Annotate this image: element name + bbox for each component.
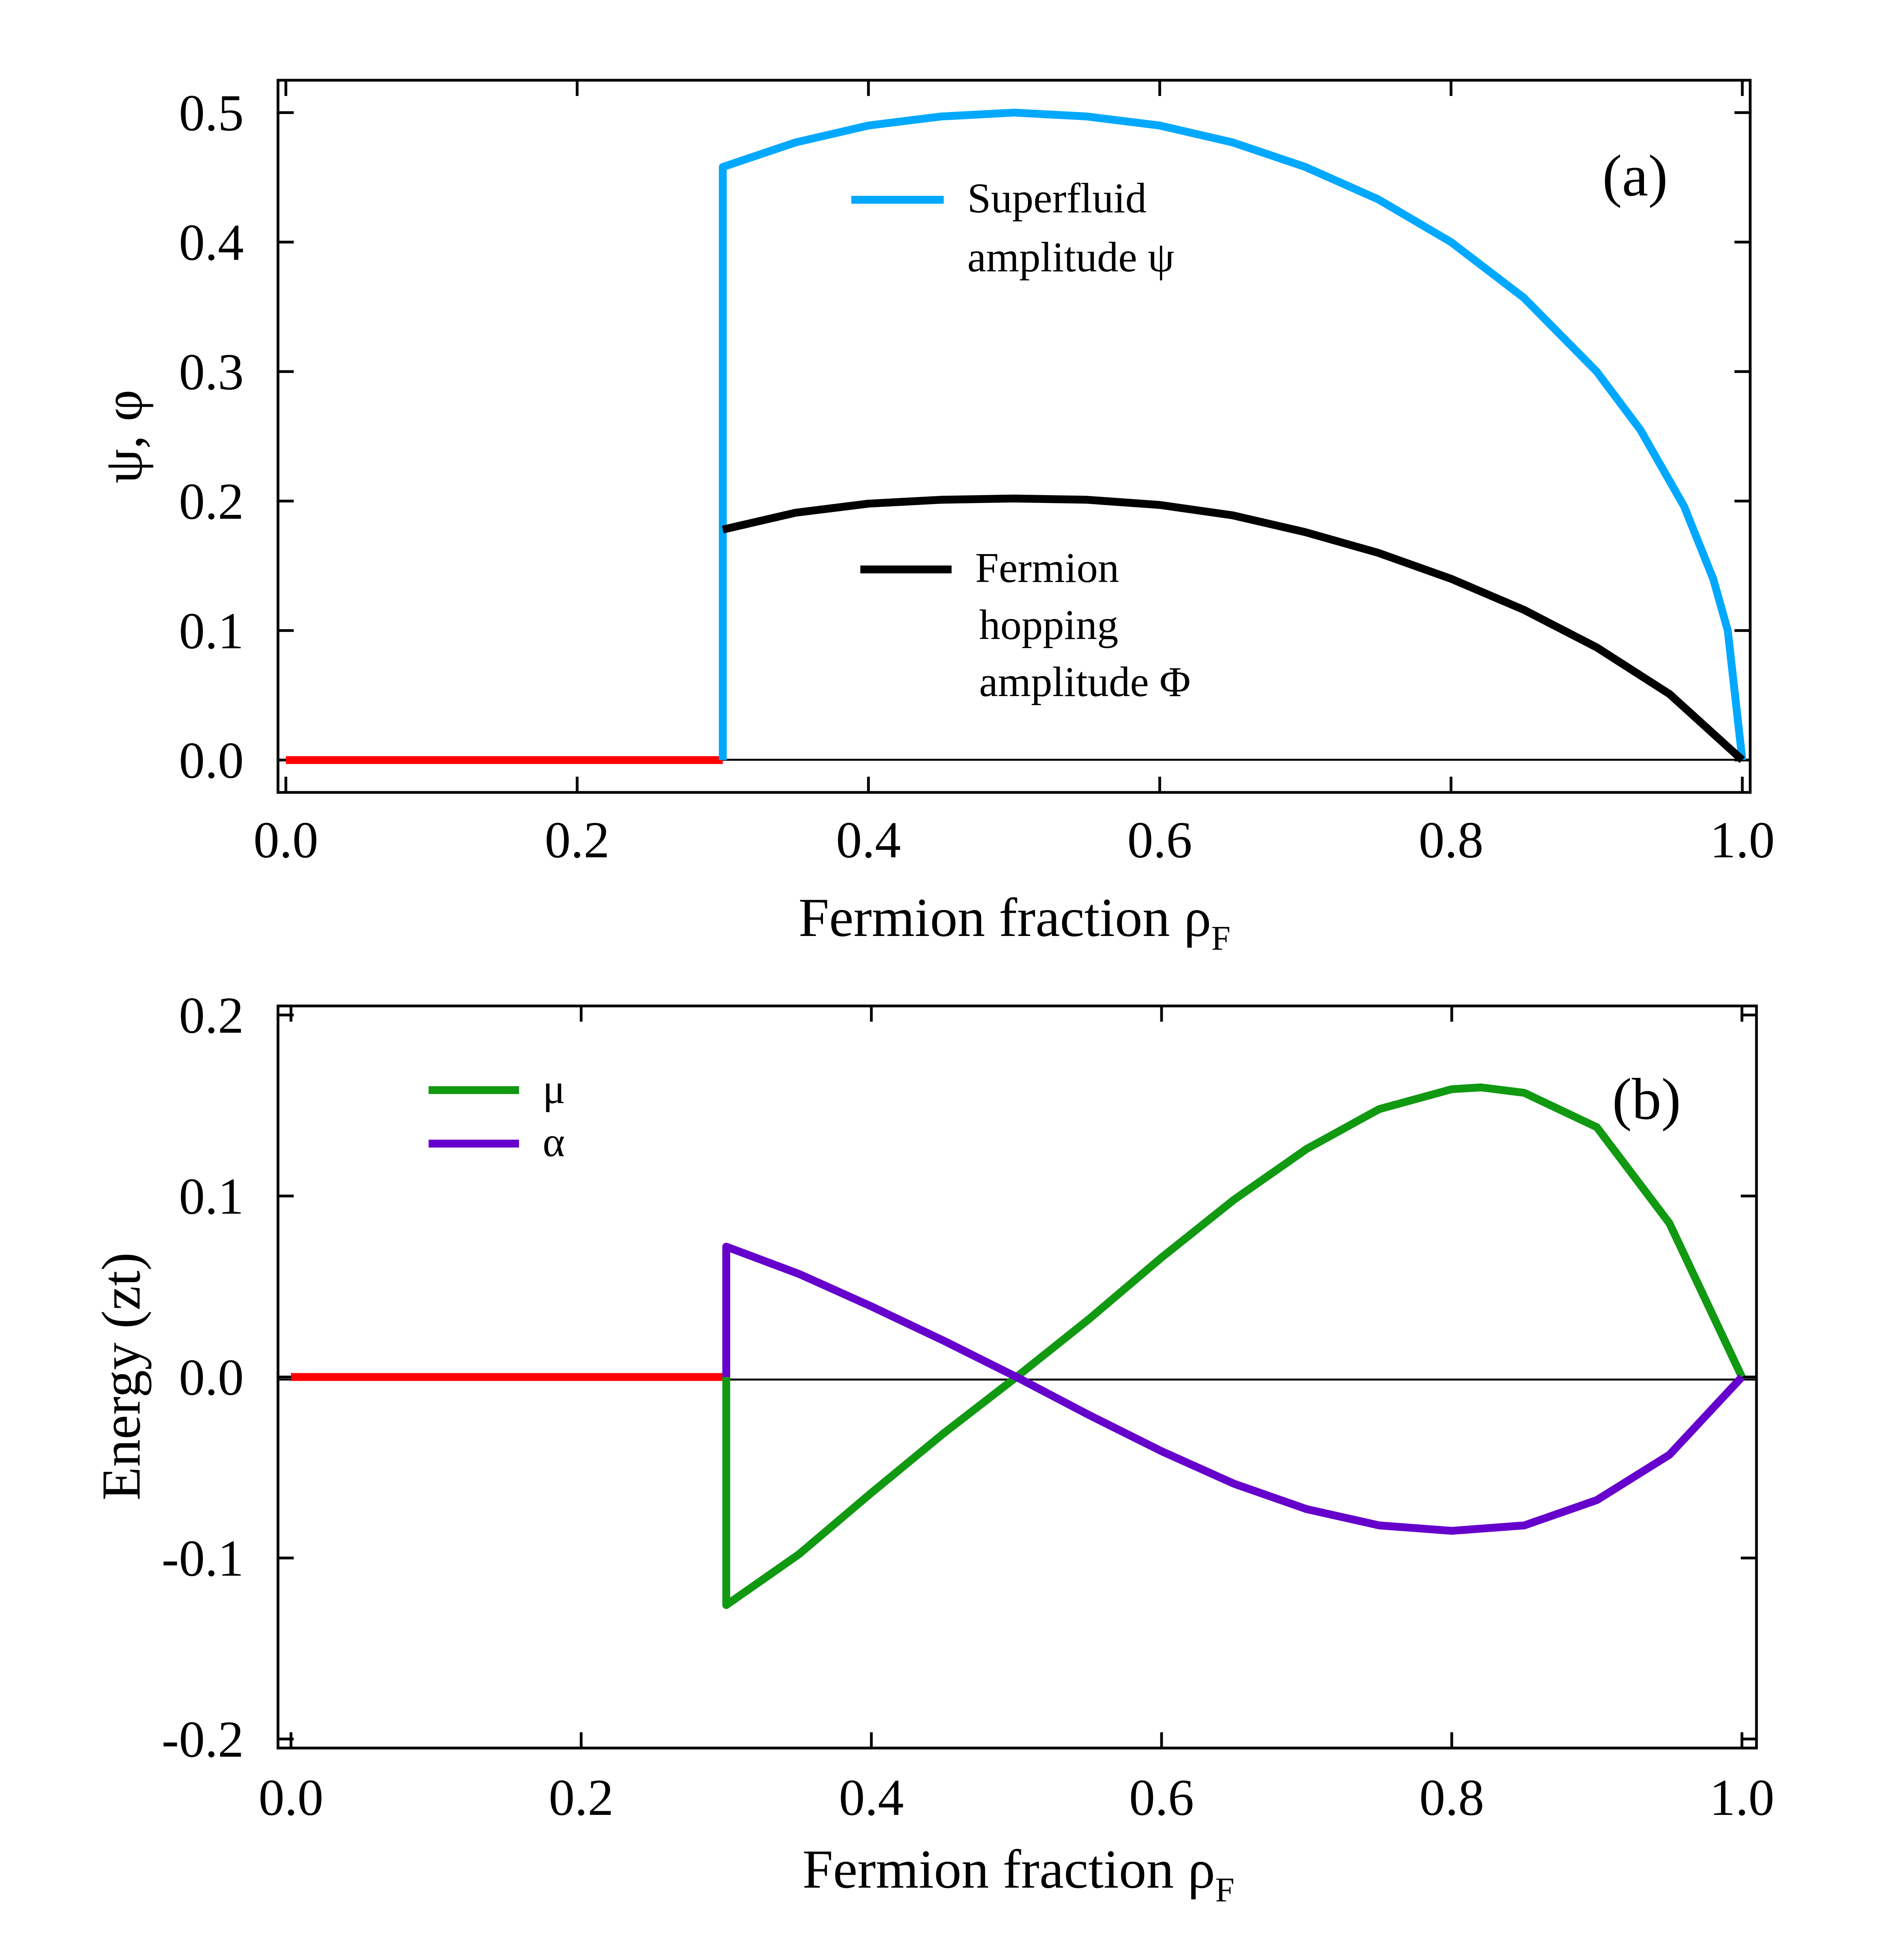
legend-superfluid-line2: amplitude ψ	[967, 234, 1175, 281]
y-tick-label: -0.1	[162, 1529, 244, 1587]
x-tick-label: 0.0	[259, 1768, 324, 1826]
panel-b-label: (b)	[1612, 1067, 1681, 1132]
panel-a-series	[286, 109, 1746, 764]
panel-a-x-axis-title: Fermion fraction ρF	[799, 887, 1231, 958]
panel-b: 0.0 0.2 0.4 0.6 0.8 1.0-0.2-0.10.00.10.2 (b) …	[91, 986, 1775, 1909]
y-tick-label: 0.3	[179, 343, 244, 401]
y-tick-label: 0.0	[179, 731, 244, 789]
panel-a: 0.0 0.2 0.4 0.6 0.8 1.0 0.0 0.1 0.2 0.3 0.4 0.5 (a)…	[93, 79, 1775, 958]
legend-alpha-label: α	[543, 1119, 565, 1166]
x-tick-label: 0.8	[1419, 811, 1484, 869]
legend-superfluid-line1: Superfluid	[967, 175, 1147, 222]
panel-b-series	[291, 1083, 1746, 1609]
x-tick-label: 0.0	[254, 811, 319, 869]
x-tick-label: 0.2	[549, 1768, 614, 1826]
x-tick-label: 0.8	[1419, 1768, 1484, 1826]
panel-b-x-axis-title: Fermion fraction ρF	[803, 1839, 1235, 1909]
series-mu	[722, 1083, 1746, 1609]
panel-a-frame	[276, 79, 1752, 794]
legend-fermion-line3: amplitude Φ	[979, 659, 1191, 706]
y-tick-label: 0.0	[179, 1348, 244, 1406]
panel-a-y-axis-title: ψ, φ	[93, 390, 154, 483]
panel-a-legend: Superfluid amplitude ψ Fermion hopping a…	[851, 175, 1191, 706]
x-tick-label: 1.0	[1710, 1768, 1775, 1826]
series-alpha	[722, 1243, 1745, 1535]
panel-b-ticks: 0.0 0.2 0.4 0.6 0.8 1.0 -0.2 -0.1 0.0 0.1 0.2	[162, 986, 1774, 1826]
series-superfluid-psi	[719, 109, 1746, 761]
panel-a-label: (a)	[1602, 143, 1668, 208]
x-tick-label: 0.6	[1127, 811, 1192, 869]
y-tick-label: 0.4	[179, 214, 244, 271]
y-tick-label: 0.2	[179, 472, 244, 530]
x-tick-label: 0.4	[836, 811, 901, 869]
series-fermion-phi	[722, 494, 1745, 763]
panel-b-legend: μ α	[429, 1066, 565, 1166]
y-tick-label: -0.2	[162, 1710, 244, 1768]
panel-b-y-axis-title: Energy (zt)	[91, 1252, 152, 1500]
legend-fermion-line2: hopping	[979, 602, 1118, 648]
y-tick-label: 0.2	[179, 986, 244, 1044]
x-tick-label: 0.6	[1129, 1768, 1194, 1826]
y-tick-label: 0.1	[179, 602, 244, 659]
x-tick-label: 0.2	[545, 811, 609, 869]
panel-a-ticks: 0.0 0.2 0.4 0.6 0.8 1.0 0.0 0.1 0.2 0.3 0.4 0.5	[179, 80, 1775, 869]
x-tick-label: 0.4	[839, 1768, 904, 1826]
legend-mu-label: μ	[543, 1066, 565, 1113]
y-tick-label: 0.1	[179, 1167, 244, 1225]
x-tick-label: 1.0	[1710, 811, 1775, 869]
y-tick-label: 0.5	[179, 84, 244, 142]
legend-fermion-line1: Fermion	[975, 545, 1119, 591]
